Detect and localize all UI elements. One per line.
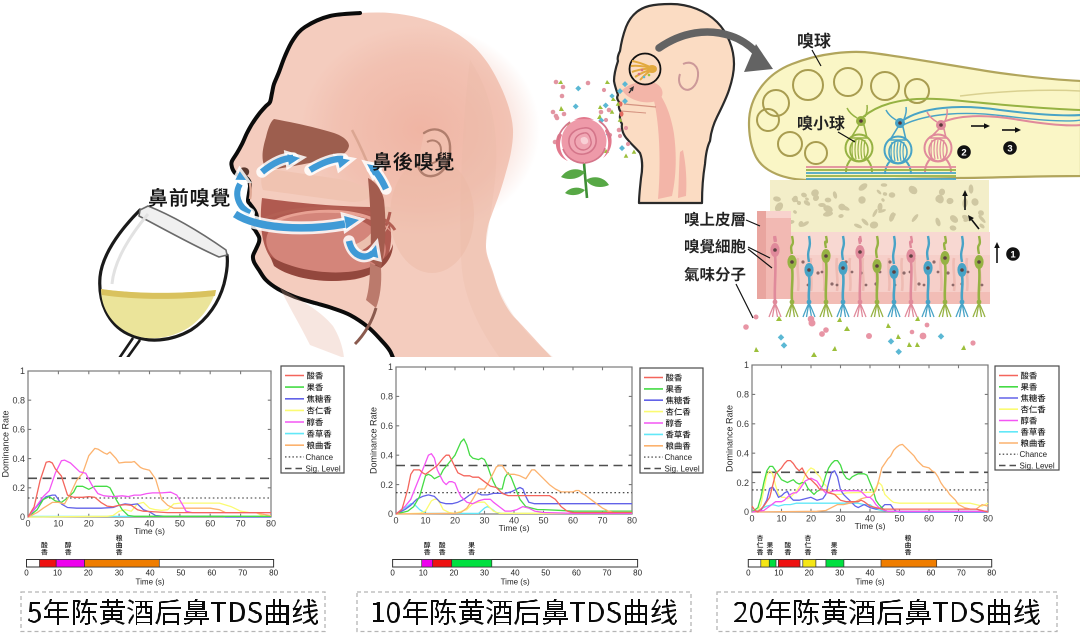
svg-text:40: 40 (866, 569, 875, 578)
svg-text:50: 50 (538, 516, 548, 526)
svg-text:30: 30 (480, 569, 489, 578)
svg-text:0.8: 0.8 (12, 395, 25, 405)
svg-text:Time (s): Time (s) (855, 521, 886, 531)
svg-text:1: 1 (388, 362, 393, 372)
svg-text:1: 1 (1010, 249, 1016, 260)
svg-text:0.2: 0.2 (736, 478, 749, 488)
svg-text:Dominance Rate: Dominance Rate (1, 410, 11, 477)
svg-text:20: 20 (449, 569, 458, 578)
svg-text:50: 50 (175, 519, 185, 529)
svg-text:70: 70 (953, 514, 963, 524)
svg-text:60: 60 (568, 516, 578, 526)
svg-text:10: 10 (420, 516, 430, 526)
svg-text:0: 0 (393, 516, 398, 526)
svg-text:1: 1 (20, 366, 25, 376)
svg-text:30: 30 (114, 519, 124, 529)
svg-text:Sig. Level: Sig. Level (665, 465, 700, 474)
svg-text:10: 10 (53, 519, 63, 529)
svg-text:3: 3 (1007, 143, 1012, 154)
svg-text:2: 2 (961, 147, 966, 158)
svg-text:Sig. Level: Sig. Level (1020, 462, 1055, 471)
svg-text:Dominance Rate: Dominance Rate (369, 407, 379, 474)
svg-text:60: 60 (205, 519, 215, 529)
svg-text:60: 60 (207, 569, 216, 578)
svg-text:Time (s): Time (s) (136, 578, 165, 587)
svg-text:0.6: 0.6 (736, 419, 749, 429)
svg-text:80: 80 (266, 519, 276, 529)
svg-text:80: 80 (269, 569, 278, 578)
svg-text:20: 20 (805, 569, 814, 578)
svg-text:10: 10 (774, 569, 783, 578)
svg-text:0: 0 (20, 512, 25, 522)
svg-text:50: 50 (541, 569, 550, 578)
svg-text:0: 0 (390, 569, 395, 578)
svg-text:0.4: 0.4 (736, 448, 749, 458)
svg-text:80: 80 (627, 516, 637, 526)
svg-text:0.2: 0.2 (12, 483, 25, 493)
svg-text:1: 1 (744, 360, 749, 370)
svg-text:0: 0 (746, 569, 751, 578)
svg-text:0: 0 (24, 569, 29, 578)
svg-text:Time (s): Time (s) (134, 526, 165, 536)
svg-text:80: 80 (633, 569, 642, 578)
svg-text:10: 10 (419, 569, 428, 578)
svg-text:70: 70 (238, 569, 247, 578)
svg-text:40: 40 (511, 569, 520, 578)
svg-text:0.6: 0.6 (380, 421, 393, 431)
svg-text:Chance: Chance (665, 453, 693, 462)
svg-text:0.6: 0.6 (12, 425, 25, 435)
svg-text:80: 80 (983, 514, 993, 524)
svg-text:0.4: 0.4 (380, 450, 393, 460)
svg-text:60: 60 (924, 514, 934, 524)
svg-text:0: 0 (388, 509, 393, 519)
svg-text:40: 40 (146, 569, 155, 578)
svg-text:50: 50 (176, 569, 185, 578)
svg-text:40: 40 (144, 519, 154, 529)
svg-text:0: 0 (744, 507, 749, 517)
svg-text:Dominance Rate: Dominance Rate (725, 405, 735, 472)
svg-text:Sig. Level: Sig. Level (306, 465, 341, 474)
svg-text:70: 70 (597, 516, 607, 526)
svg-text:Time (s): Time (s) (499, 523, 530, 533)
svg-text:50: 50 (894, 514, 904, 524)
svg-text:80: 80 (987, 569, 996, 578)
svg-text:Chance: Chance (306, 453, 334, 462)
svg-text:30: 30 (479, 516, 489, 526)
svg-text:40: 40 (865, 514, 875, 524)
svg-text:0: 0 (25, 519, 30, 529)
svg-text:40: 40 (509, 516, 519, 526)
svg-text:0.2: 0.2 (380, 480, 393, 490)
svg-text:Time (s): Time (s) (855, 578, 884, 587)
svg-text:30: 30 (835, 514, 845, 524)
svg-text:Chance: Chance (1020, 450, 1048, 459)
svg-text:70: 70 (603, 569, 612, 578)
svg-text:0.8: 0.8 (380, 392, 393, 402)
svg-text:60: 60 (572, 569, 581, 578)
svg-text:20: 20 (84, 519, 94, 529)
svg-text:20: 20 (806, 514, 816, 524)
svg-text:70: 70 (957, 569, 966, 578)
svg-text:70: 70 (236, 519, 246, 529)
svg-text:20: 20 (84, 569, 93, 578)
svg-text:10: 10 (53, 569, 62, 578)
svg-text:20: 20 (450, 516, 460, 526)
svg-text:10: 10 (776, 514, 786, 524)
svg-text:0.4: 0.4 (12, 454, 25, 464)
svg-text:30: 30 (835, 569, 844, 578)
svg-text:Time (s): Time (s) (501, 578, 530, 587)
svg-text:0.8: 0.8 (736, 390, 749, 400)
svg-text:0: 0 (749, 514, 754, 524)
svg-text:30: 30 (115, 569, 124, 578)
svg-text:50: 50 (896, 569, 905, 578)
svg-text:60: 60 (926, 569, 935, 578)
